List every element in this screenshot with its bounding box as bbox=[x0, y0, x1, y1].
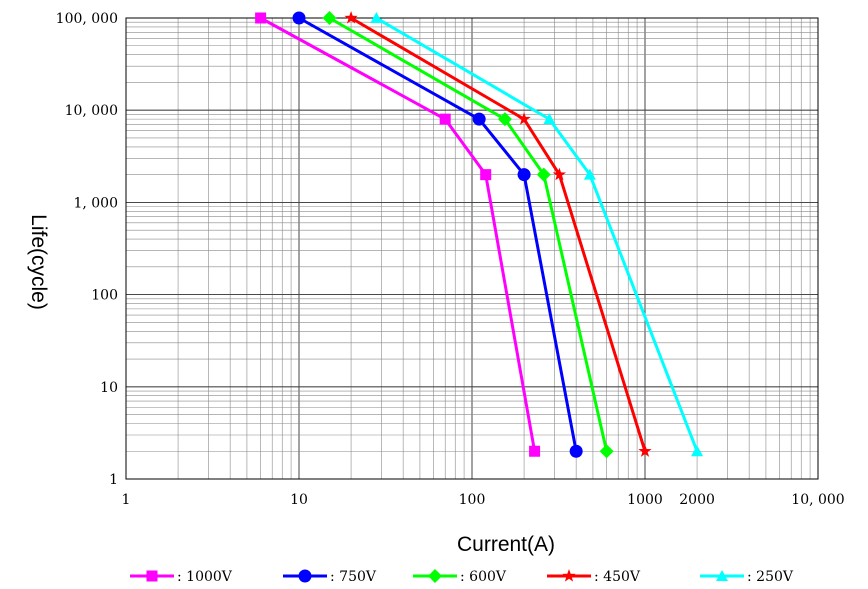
legend-marker bbox=[428, 569, 442, 583]
legend-entry: : 250V bbox=[700, 569, 794, 585]
data-point-marker bbox=[370, 12, 383, 23]
x-tick-label: 1000 bbox=[627, 492, 663, 508]
data-point-marker bbox=[638, 444, 652, 457]
legend-label: : 1000V bbox=[177, 569, 233, 585]
data-point-marker bbox=[691, 445, 704, 457]
legend-label: : 600V bbox=[460, 569, 507, 585]
data-point-marker bbox=[344, 11, 358, 24]
x-tick-label: 10 bbox=[290, 492, 308, 508]
y-tick-labels: 1 10 100 1, 000 10, 000 100, 000 bbox=[56, 11, 118, 488]
y-tick-label: 10 bbox=[100, 380, 118, 396]
legend-label: : 250V bbox=[747, 569, 794, 585]
data-point-marker bbox=[517, 168, 531, 182]
legend-entry: : 450V bbox=[547, 569, 641, 585]
data-point-marker bbox=[439, 113, 451, 125]
legend-label: : 750V bbox=[330, 569, 377, 585]
data-point-marker bbox=[552, 167, 567, 181]
data-point-marker bbox=[480, 169, 492, 181]
y-axis-title: Life(cycle) bbox=[27, 214, 50, 310]
data-point-marker bbox=[255, 12, 267, 24]
series-line bbox=[328, 16, 609, 452]
x-tick-label: 1 bbox=[122, 492, 131, 508]
grid-lines bbox=[125, 17, 819, 480]
data-point-marker bbox=[292, 11, 306, 25]
x-tick-label: 100 bbox=[459, 492, 486, 508]
legend-entry: : 600V bbox=[413, 569, 507, 585]
data-point-marker bbox=[517, 112, 531, 125]
data-point-marker bbox=[472, 112, 486, 126]
data-point-marker bbox=[497, 112, 512, 127]
y-tick-label: 1 bbox=[109, 472, 118, 488]
legend-marker bbox=[146, 570, 158, 582]
series-group bbox=[255, 11, 704, 459]
y-tick-label: 100 bbox=[91, 288, 118, 304]
series-line bbox=[350, 16, 647, 452]
data-point-marker bbox=[583, 168, 596, 180]
series-250V bbox=[370, 12, 704, 457]
x-tick-label: 10, 000 bbox=[791, 492, 844, 508]
series-line bbox=[259, 16, 537, 452]
legend-entry: : 750V bbox=[283, 569, 377, 585]
data-point-marker bbox=[536, 167, 551, 182]
legend-marker bbox=[562, 569, 576, 582]
legend-marker bbox=[716, 570, 728, 581]
series-line bbox=[375, 16, 699, 452]
y-tick-label: 100, 000 bbox=[56, 11, 118, 27]
x-tick-labels: 1 10 100 1000 2000 10, 000 bbox=[122, 492, 845, 508]
x-axis-title: Current(A) bbox=[457, 533, 555, 556]
y-tick-label: 10, 000 bbox=[65, 103, 118, 119]
y-tick-label: 1, 000 bbox=[73, 195, 118, 211]
series-line bbox=[298, 16, 578, 452]
x-tick-label: 2000 bbox=[679, 492, 715, 508]
series-450V bbox=[344, 11, 652, 457]
data-point-marker bbox=[529, 445, 541, 457]
legend-label: : 450V bbox=[594, 569, 641, 585]
plot-frame bbox=[125, 17, 819, 480]
data-point-marker bbox=[543, 113, 556, 125]
series-750V bbox=[292, 11, 583, 458]
data-point-marker bbox=[569, 444, 583, 458]
series-1000V bbox=[255, 12, 541, 457]
data-point-marker bbox=[599, 444, 614, 459]
series-600V bbox=[322, 11, 614, 459]
legend: : 1000V : 750V : 600V : 450V : 250V bbox=[130, 569, 794, 585]
legend-entry: : 1000V bbox=[130, 569, 233, 585]
data-point-marker bbox=[322, 11, 337, 25]
legend-marker bbox=[298, 569, 312, 583]
